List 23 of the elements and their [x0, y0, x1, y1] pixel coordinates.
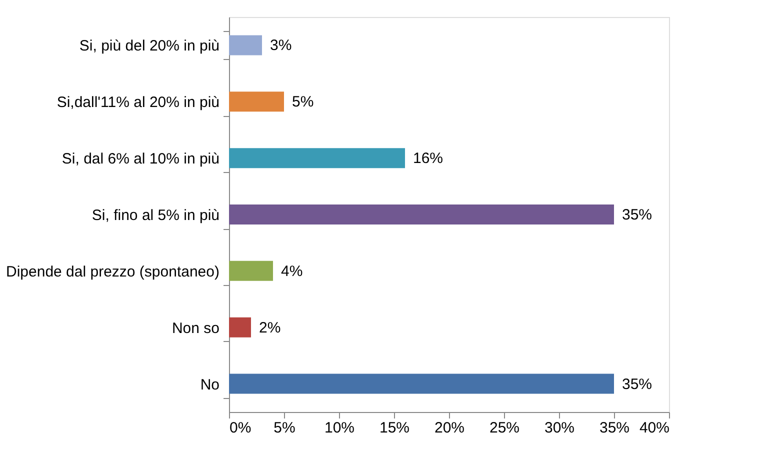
x-tick-label: 20%	[434, 420, 465, 436]
y-tick-label: Si, fino al 5% in più	[92, 207, 220, 224]
x-tick-label: 40%	[639, 420, 670, 436]
data-label: 4%	[281, 262, 303, 280]
data-label: 35%	[622, 206, 652, 224]
x-tick-label: 15%	[379, 420, 410, 436]
y-tick-label: Si, dal 6% al 10% in più	[62, 150, 220, 168]
y-tick-label: Si, più del 20% in più	[79, 38, 220, 55]
data-label: 5%	[292, 94, 314, 111]
x-tick-label: 35%	[599, 420, 630, 436]
data-label: 2%	[259, 319, 281, 336]
data-label: 3%	[270, 37, 292, 54]
x-tick-label: 10%	[324, 420, 355, 436]
y-tick-label: No	[200, 376, 220, 394]
data-label: 16%	[413, 150, 444, 168]
x-tick-label: 0%	[230, 420, 252, 436]
y-tick-label: Si,dall'11% al 20% in più	[56, 94, 220, 112]
x-tick-label: 5%	[274, 420, 296, 436]
x-tick-label: 30%	[544, 420, 575, 436]
y-tick-label: Non so	[172, 320, 220, 337]
data-label: 35%	[622, 376, 652, 393]
x-tick-label: 25%	[489, 420, 520, 436]
y-tick-label: Dipende dal prezzo (spontaneo)	[6, 263, 220, 280]
